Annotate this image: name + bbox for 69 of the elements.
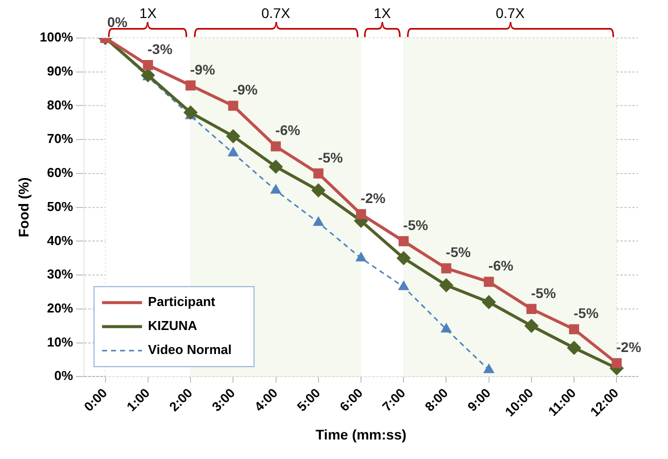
y-tick-label: 20% — [47, 300, 74, 316]
annotation: -5% — [446, 244, 472, 260]
point — [356, 209, 366, 220]
x-tick-label: 3:00 — [208, 385, 238, 414]
x-tick-label: 6:00 — [336, 385, 366, 414]
point — [269, 160, 282, 174]
legend-label: KIZUNA — [148, 318, 198, 334]
band-label: 1X — [139, 4, 158, 21]
band-label: 1X — [374, 4, 392, 21]
point — [441, 263, 452, 274]
point — [184, 106, 198, 120]
x-tick-label: 7:00 — [379, 385, 408, 414]
point — [270, 141, 281, 152]
x-axis-title: Time (mm:ss) — [316, 426, 406, 442]
x-tick-label: 9:00 — [464, 385, 494, 414]
y-tick-label: 100% — [40, 30, 74, 45]
annotation: -6% — [275, 122, 301, 138]
point — [441, 323, 452, 332]
point — [313, 216, 324, 226]
annotation: -5% — [403, 217, 429, 234]
y-tick-label: 30% — [47, 266, 74, 282]
legend-label: Participant — [148, 294, 216, 310]
point — [568, 341, 581, 354]
annotation: -9% — [232, 82, 258, 98]
point — [398, 236, 409, 246]
band-label: 0.7X — [261, 4, 291, 21]
x-tick-label: 0:00 — [80, 385, 110, 414]
point — [356, 252, 366, 262]
point — [313, 168, 324, 178]
point — [228, 147, 238, 156]
y-tick-label: 80% — [47, 97, 74, 112]
y-tick-label: 50% — [47, 198, 74, 214]
y-tick-label: 40% — [47, 232, 74, 248]
y-tick-label: 0% — [54, 368, 74, 384]
point — [612, 358, 622, 368]
point — [142, 60, 153, 70]
point — [270, 184, 281, 194]
point — [484, 276, 494, 287]
annotation: -9% — [190, 61, 216, 78]
point — [440, 278, 453, 292]
y-tick-label: 60% — [47, 165, 74, 180]
point — [569, 324, 580, 334]
x-tick-label: 8:00 — [422, 385, 451, 414]
band-label: 0.7X — [496, 4, 526, 21]
x-tick-label: 4:00 — [251, 385, 280, 414]
annotation: -2% — [360, 190, 386, 206]
annotation: -5% — [574, 305, 600, 322]
point — [226, 130, 240, 143]
y-tick-label: 70% — [47, 131, 74, 146]
point — [526, 304, 537, 314]
annotation: -6% — [488, 258, 514, 274]
point — [312, 184, 325, 197]
annotation: 0% — [107, 14, 128, 30]
x-tick-label: 5:00 — [294, 385, 324, 414]
legend-label: Video Normal — [148, 342, 232, 358]
point — [524, 319, 538, 332]
annotation: -3% — [148, 40, 173, 57]
y-tick-label: 10% — [47, 334, 74, 350]
y-tick-label: 90% — [47, 63, 74, 78]
point — [186, 80, 196, 90]
point — [228, 100, 238, 111]
point — [482, 296, 496, 309]
point — [484, 364, 494, 374]
y-axis-title: Food (%) — [15, 177, 32, 238]
annotation: -5% — [531, 284, 556, 301]
annotation: -5% — [318, 149, 344, 166]
point — [397, 252, 410, 265]
annotation: -2% — [616, 338, 642, 355]
point — [398, 281, 409, 290]
